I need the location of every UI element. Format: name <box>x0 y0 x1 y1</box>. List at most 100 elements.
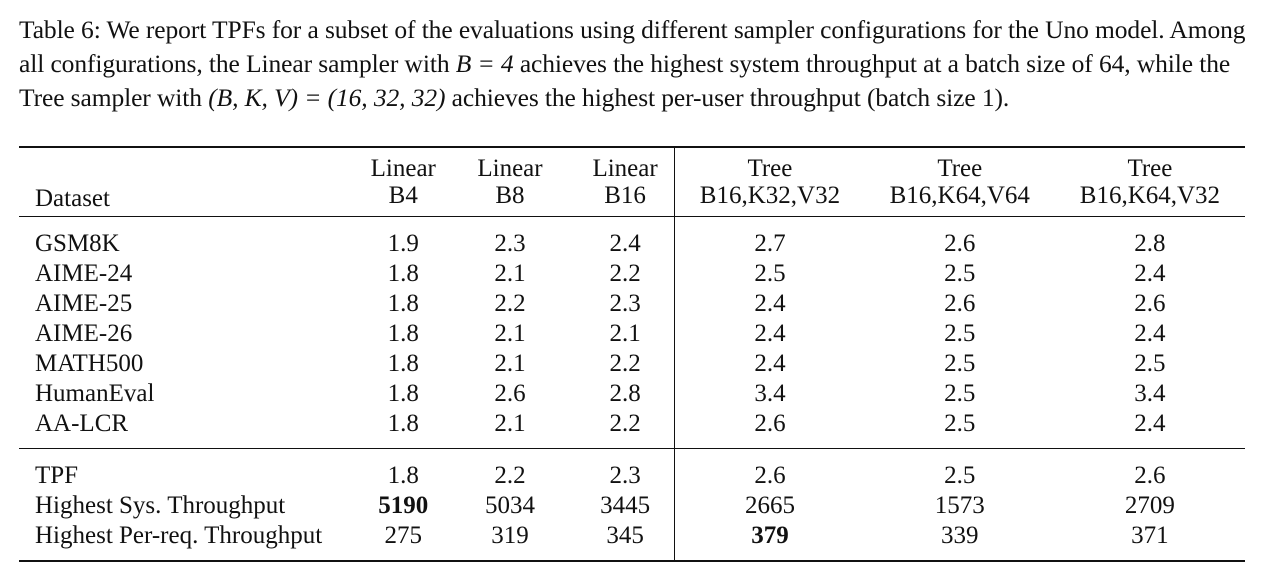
table-cell: 2.8 <box>1134 230 1166 257</box>
table-cell: 371 <box>1131 522 1169 549</box>
table-cell: 2.1 <box>494 260 526 287</box>
caption-math-bkv: (B, K, V) = (16, 32, 32) <box>208 83 446 112</box>
table-cell: 2.5 <box>674 259 865 289</box>
table-cell: 3445 <box>600 492 651 519</box>
table-cell: 5034 <box>484 492 535 519</box>
header-line2: B16 <box>604 182 646 209</box>
dataset-row: AIME-24 1.8 2.1 2.2 2.5 2.5 2.4 <box>19 259 1245 289</box>
dataset-rows: GSM8K 1.9 2.3 2.4 2.7 2.6 2.8 AIME-24 1.8 2.1 2.2 2… <box>19 216 1245 449</box>
table-cell: 1.8 <box>387 462 419 489</box>
dataset-row: MATH500 1.8 2.1 2.2 2.4 2.5 2.5 <box>19 349 1245 379</box>
row-label: AIME-26 <box>35 320 133 347</box>
header-line2: B16,K64,V32 <box>1079 182 1221 209</box>
table-cell: 2.5 <box>1134 350 1166 377</box>
dataset-row: HumanEval 1.8 2.6 2.8 3.4 2.5 3.4 <box>19 379 1245 409</box>
table-cell: 2.3 <box>609 290 641 317</box>
table-cell: 319 <box>491 522 529 549</box>
table-cell: 2.6 <box>944 290 976 317</box>
header-line1: Linear <box>592 155 658 182</box>
table-cell: 2.1 <box>494 410 526 437</box>
table-cell: 1.8 <box>387 380 419 407</box>
table-cell: 2.4 <box>1134 260 1166 287</box>
header-dataset-label: Dataset <box>35 185 110 212</box>
row-label: Highest Per-req. Throughput <box>35 522 323 549</box>
table-cell: 2.3 <box>609 462 641 489</box>
tpf-results-table: Dataset Linear B4 Linear B8 Linear B16 T… <box>19 146 1245 562</box>
table-cell: 2.2 <box>609 350 641 377</box>
row-label: TPF <box>35 462 79 489</box>
header-line1: Tree <box>747 155 793 182</box>
table-cell: 2.2 <box>609 260 641 287</box>
caption-text-middle: achieves the highest system throughput a… <box>19 49 1231 112</box>
table-cell: 345 <box>606 522 644 549</box>
row-label: AA-LCR <box>35 410 129 437</box>
table-caption: Table 6: We report TPFs for a subset of … <box>19 13 1247 115</box>
header-dataset: Dataset <box>19 147 363 217</box>
table-cell: 2.6 <box>494 380 526 407</box>
table-cell: 3.4 <box>1134 380 1166 407</box>
table-cell: 2.6 <box>1134 462 1166 489</box>
table-cell: 2.5 <box>944 462 976 489</box>
table-cell: 2.6 <box>1134 290 1166 317</box>
table-cell: 5190 <box>378 492 429 519</box>
table-cell: 2.6 <box>674 448 865 491</box>
table-cell: 2.8 <box>609 380 641 407</box>
table-cell: 1.8 <box>387 350 419 377</box>
table-cell: 2.1 <box>494 350 526 377</box>
table-cell: 2.1 <box>609 320 641 347</box>
results-table-wrapper: Dataset Linear B4 Linear B8 Linear B16 T… <box>19 146 1245 562</box>
table-cell: 1.8 <box>387 290 419 317</box>
table-cell: 1573 <box>934 492 985 519</box>
table-cell: 2.4 <box>609 230 641 257</box>
table-cell: 1.8 <box>387 410 419 437</box>
table-cell: 2.4 <box>1134 410 1166 437</box>
table-cell: 2.2 <box>494 290 526 317</box>
header-line1: Linear <box>370 155 436 182</box>
header-line2: B16,K32,V32 <box>699 182 841 209</box>
header-tree-b16-k64-v32: Tree B16,K64,V32 <box>1055 147 1245 217</box>
header-line1: Tree <box>1127 155 1173 182</box>
table-cell: 339 <box>941 522 979 549</box>
row-label: Highest Sys. Throughput <box>35 492 286 519</box>
table-cell: 1.8 <box>387 260 419 287</box>
header-tree-b16-k32-v32: Tree B16,K32,V32 <box>674 147 865 217</box>
header-linear-b16: Linear B16 <box>576 147 675 217</box>
dataset-row: AIME-25 1.8 2.2 2.3 2.4 2.6 2.6 <box>19 289 1245 319</box>
table-cell: 2.4 <box>1134 320 1166 347</box>
table-cell: 2.5 <box>944 350 976 377</box>
summary-row: Highest Sys. Throughput 5190 5034 3445 2665 1… <box>19 491 1245 521</box>
table-cell: 2.1 <box>494 320 526 347</box>
header-line2: B4 <box>388 182 418 209</box>
dataset-row: GSM8K 1.9 2.3 2.4 2.7 2.6 2.8 <box>19 216 1245 259</box>
caption-text-suffix: achieves the highest per-user throughput… <box>445 83 1010 112</box>
table-cell: 2.5 <box>944 320 976 347</box>
table-cell: 2.4 <box>674 289 865 319</box>
dataset-row: AIME-26 1.8 2.1 2.1 2.4 2.5 2.4 <box>19 319 1245 349</box>
table-cell: 275 <box>384 522 423 549</box>
table-cell: 3.4 <box>674 379 865 409</box>
table-cell: 2.5 <box>944 380 976 407</box>
caption-text-prefix: Table 6: We report TPFs for a subset of … <box>19 15 1246 78</box>
table-cell: 2665 <box>674 491 865 521</box>
table-cell: 2.4 <box>674 319 865 349</box>
row-label: AIME-25 <box>35 290 133 317</box>
table-cell: 2.2 <box>609 410 641 437</box>
summary-rows: TPF 1.8 2.2 2.3 2.6 2.5 2.6 Highest Sys. Throug… <box>19 448 1245 561</box>
table-cell: 2.7 <box>674 216 865 259</box>
row-label: HumanEval <box>35 380 155 407</box>
table-cell: 2.2 <box>494 462 526 489</box>
table-cell: 2.5 <box>944 410 976 437</box>
table-cell: 2.5 <box>944 260 976 287</box>
row-label: AIME-24 <box>35 260 133 287</box>
header-linear-b4: Linear B4 <box>363 147 444 217</box>
table-cell: 2709 <box>1124 492 1175 519</box>
summary-row: TPF 1.8 2.2 2.3 2.6 2.5 2.6 <box>19 448 1245 491</box>
table-cell: 1.8 <box>387 320 419 347</box>
table-header-row: Dataset Linear B4 Linear B8 Linear B16 T… <box>19 147 1245 217</box>
summary-row: Highest Per-req. Throughput 275 319 345 379 3… <box>19 521 1245 561</box>
caption-math-b4: B = 4 <box>455 49 514 78</box>
table-cell: 2.6 <box>674 409 865 449</box>
header-linear-b8: Linear B8 <box>444 147 576 217</box>
header-line1: Tree <box>937 155 983 182</box>
table-cell: 2.4 <box>674 349 865 379</box>
